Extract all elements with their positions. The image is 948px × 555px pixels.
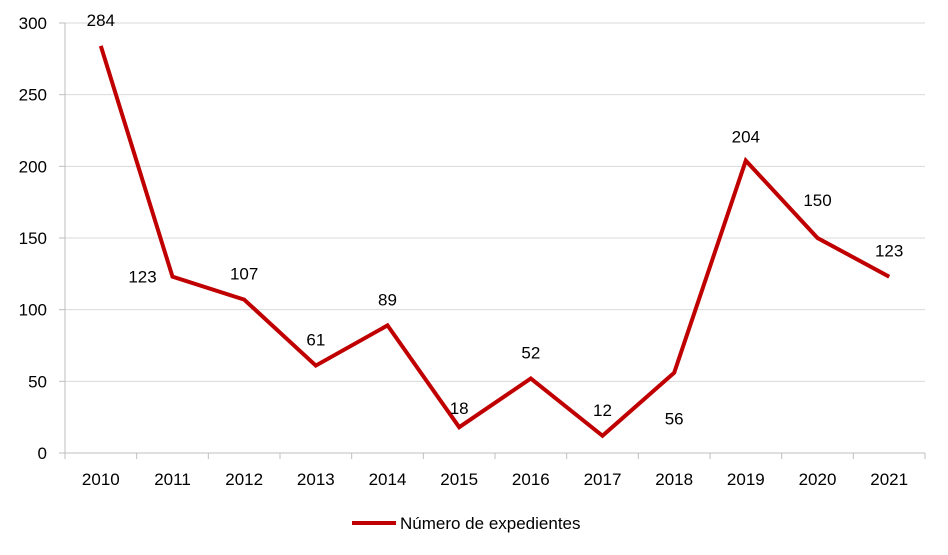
x-tick-label-2020: 2020 [799,470,837,489]
y-tick-label: 50 [28,372,47,391]
y-tick-label: 150 [19,229,47,248]
x-tick-label-2012: 2012 [225,470,263,489]
y-tick-label: 300 [19,14,47,33]
x-tick-label-2019: 2019 [727,470,765,489]
y-tick-label: 200 [19,157,47,176]
data-label-2013: 61 [306,331,325,350]
y-tick-label: 0 [38,444,47,463]
data-label-2012: 107 [230,265,258,284]
x-tick-label-2011: 2011 [154,470,191,489]
series [98,45,891,439]
data-label-2010: 284 [87,11,115,30]
data-label-2018: 56 [665,410,684,429]
data-label-2021: 123 [875,242,903,261]
x-tick-label-2010: 2010 [82,470,120,489]
x-tick-label-2015: 2015 [440,470,478,489]
gridlines [65,22,925,382]
y-tick-label: 250 [19,86,47,105]
y-tick-label: 100 [19,301,47,320]
data-labels: 284 123 107 61 89 18 52 12 56 204 150 123 [87,11,904,429]
series-line [98,45,891,439]
x-tick-labels: 2010 2011 2012 2013 2014 2015 2016 2017 2018 2019… [82,470,908,489]
data-label-2011: 123 [128,268,156,287]
data-label-2015: 18 [450,399,469,418]
x-tick-label-2021: 2021 [870,470,908,489]
legend-label: Número de expedientes [400,514,581,533]
data-label-2019: 204 [732,128,760,147]
legend: Número de expedientes [352,514,581,533]
x-tick-label-2018: 2018 [655,470,693,489]
axes [59,22,926,459]
data-label-2014: 89 [378,290,397,309]
data-label-2017: 12 [593,401,612,420]
data-label-2016: 52 [521,343,540,362]
x-tick-label-2014: 2014 [369,470,407,489]
x-tick-label-2016: 2016 [512,470,550,489]
y-tick-labels: 0 50 100 150 200 250 300 [19,14,47,463]
x-tick-label-2017: 2017 [584,470,622,489]
x-tick-label-2013: 2013 [297,470,335,489]
data-label-2020: 150 [803,191,831,210]
